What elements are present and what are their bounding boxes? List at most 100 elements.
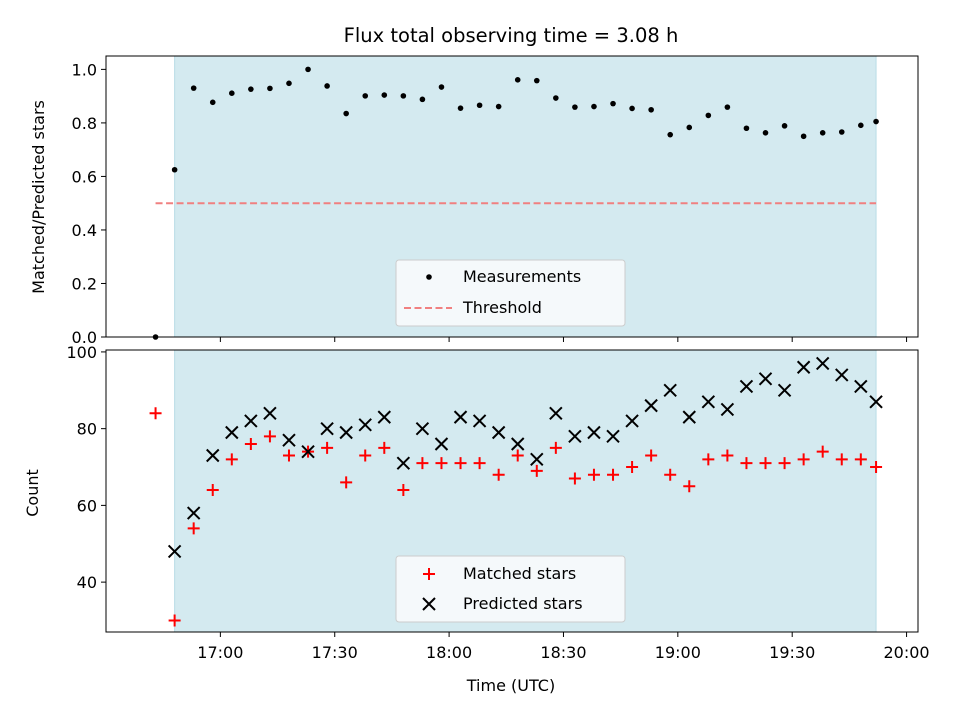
matched-star-point	[645, 449, 658, 462]
top-y-tick-label: 0.4	[72, 221, 97, 240]
matched-star-point	[816, 445, 829, 458]
matched-star-point	[530, 464, 543, 477]
predicted-star-point	[206, 448, 220, 463]
predicted-star-point	[587, 425, 601, 440]
legend-predicted-label: Predicted stars	[463, 594, 583, 613]
matched-star-point	[225, 453, 238, 466]
measurement-point	[400, 93, 407, 99]
legend-matched-label: Matched stars	[463, 564, 576, 583]
measurement-point	[610, 100, 616, 107]
matched-star-point	[359, 449, 372, 462]
matched-star-point	[340, 476, 353, 489]
predicted-star-point	[453, 410, 468, 424]
measurement-point	[533, 77, 540, 84]
matched-star-point	[702, 453, 715, 466]
predicted-star-point	[625, 414, 639, 428]
bottom-y-tick-label: 40	[77, 573, 97, 592]
predicted-star-point	[777, 383, 792, 397]
matched-star-point	[549, 441, 562, 454]
measurement-point	[781, 123, 788, 129]
bottom-x-axis-ticks: 17:00 17:30 18:00 18:30 19:00 19:30 20:00	[197, 632, 930, 662]
bottom-axes-frame	[105, 349, 919, 633]
x-tick-label: 19:30	[769, 643, 815, 662]
predicted-star-point	[701, 395, 716, 409]
measurement-point	[209, 99, 216, 106]
top-y-tick-label: 0.0	[72, 328, 97, 347]
predicted-star-point	[663, 383, 677, 397]
predicted-stars-points	[167, 356, 883, 559]
predicted-star-point	[854, 379, 868, 394]
matched-star-point	[454, 457, 467, 470]
measurement-point	[705, 112, 712, 119]
x-tick-label: 17:30	[312, 643, 358, 662]
legend-measurements-label: Measurements	[463, 267, 581, 286]
matched-star-point	[282, 449, 295, 462]
matched-star-point	[168, 614, 181, 627]
predicted-star-point	[568, 429, 582, 444]
predicted-star-point	[511, 437, 525, 451]
measurement-point	[248, 86, 254, 92]
measurement-point	[648, 106, 654, 113]
predicted-star-point	[434, 437, 449, 451]
predicted-star-point	[415, 421, 430, 436]
predicted-star-point	[263, 406, 277, 421]
measurement-point	[724, 104, 731, 110]
measurement-point	[873, 118, 879, 125]
measurement-point	[686, 124, 693, 131]
x-tick-label: 19:00	[655, 643, 701, 662]
x-tick-label: 18:30	[540, 643, 586, 662]
predicted-star-point	[320, 421, 334, 436]
predicted-star-point	[869, 395, 883, 409]
top-y-tick-label: 0.6	[72, 167, 97, 186]
predicted-star-point	[739, 379, 754, 394]
measurement-point	[190, 85, 197, 91]
matched-star-point	[321, 441, 334, 454]
measurement-point	[514, 77, 521, 83]
matched-star-point	[778, 457, 791, 470]
top-y-tick-label: 0.8	[72, 114, 97, 133]
legend-measurements-marker	[426, 274, 432, 280]
measurement-point	[267, 85, 273, 92]
matched-stars-points	[149, 407, 883, 627]
legend-threshold-label: Threshold	[462, 298, 542, 317]
predicted-star-point	[491, 425, 506, 440]
matched-star-point	[263, 430, 276, 443]
bottom-y-axis-label: Count	[23, 469, 42, 517]
measurement-point	[553, 95, 559, 101]
predicted-star-point	[301, 444, 315, 459]
bottom-y-axis-ticks: 40 60 80 100	[66, 343, 106, 592]
x-tick-label: 17:00	[197, 643, 243, 662]
matched-star-point	[149, 407, 162, 420]
matched-star-point	[835, 453, 848, 466]
matched-star-point	[397, 484, 410, 497]
predicted-star-point	[530, 452, 544, 467]
bottom-legend-box	[395, 555, 626, 623]
legend-matched-marker	[423, 568, 435, 580]
predicted-star-point	[167, 544, 182, 559]
predicted-star-point	[339, 425, 353, 440]
predicted-star-point	[796, 360, 811, 374]
predicted-star-point	[835, 368, 849, 382]
predicted-star-point	[244, 414, 258, 428]
predicted-star-point	[358, 418, 372, 432]
x-tick-label: 18:00	[426, 643, 472, 662]
measurement-point	[572, 104, 578, 110]
matched-star-point	[187, 522, 200, 535]
predicted-star-point	[549, 406, 563, 421]
measurement-point	[457, 105, 464, 111]
measurement-point	[286, 80, 292, 87]
top-panel: 0.0 0.2 0.4 0.6 0.8 1.0 Flux total observing …	[29, 24, 919, 347]
measurement-point	[343, 110, 349, 117]
measurement-point	[438, 84, 445, 90]
measurement-point	[476, 102, 483, 109]
legend-predicted-marker	[422, 597, 436, 611]
measurement-point	[495, 103, 502, 110]
matched-star-point	[797, 453, 810, 466]
matched-star-point	[416, 457, 429, 470]
predicted-star-point	[815, 356, 830, 371]
predicted-star-point	[225, 425, 239, 440]
matched-star-point	[435, 457, 448, 470]
bottom-y-tick-label: 100	[66, 343, 97, 362]
measurement-point	[229, 90, 235, 96]
measurement-point	[629, 105, 635, 112]
